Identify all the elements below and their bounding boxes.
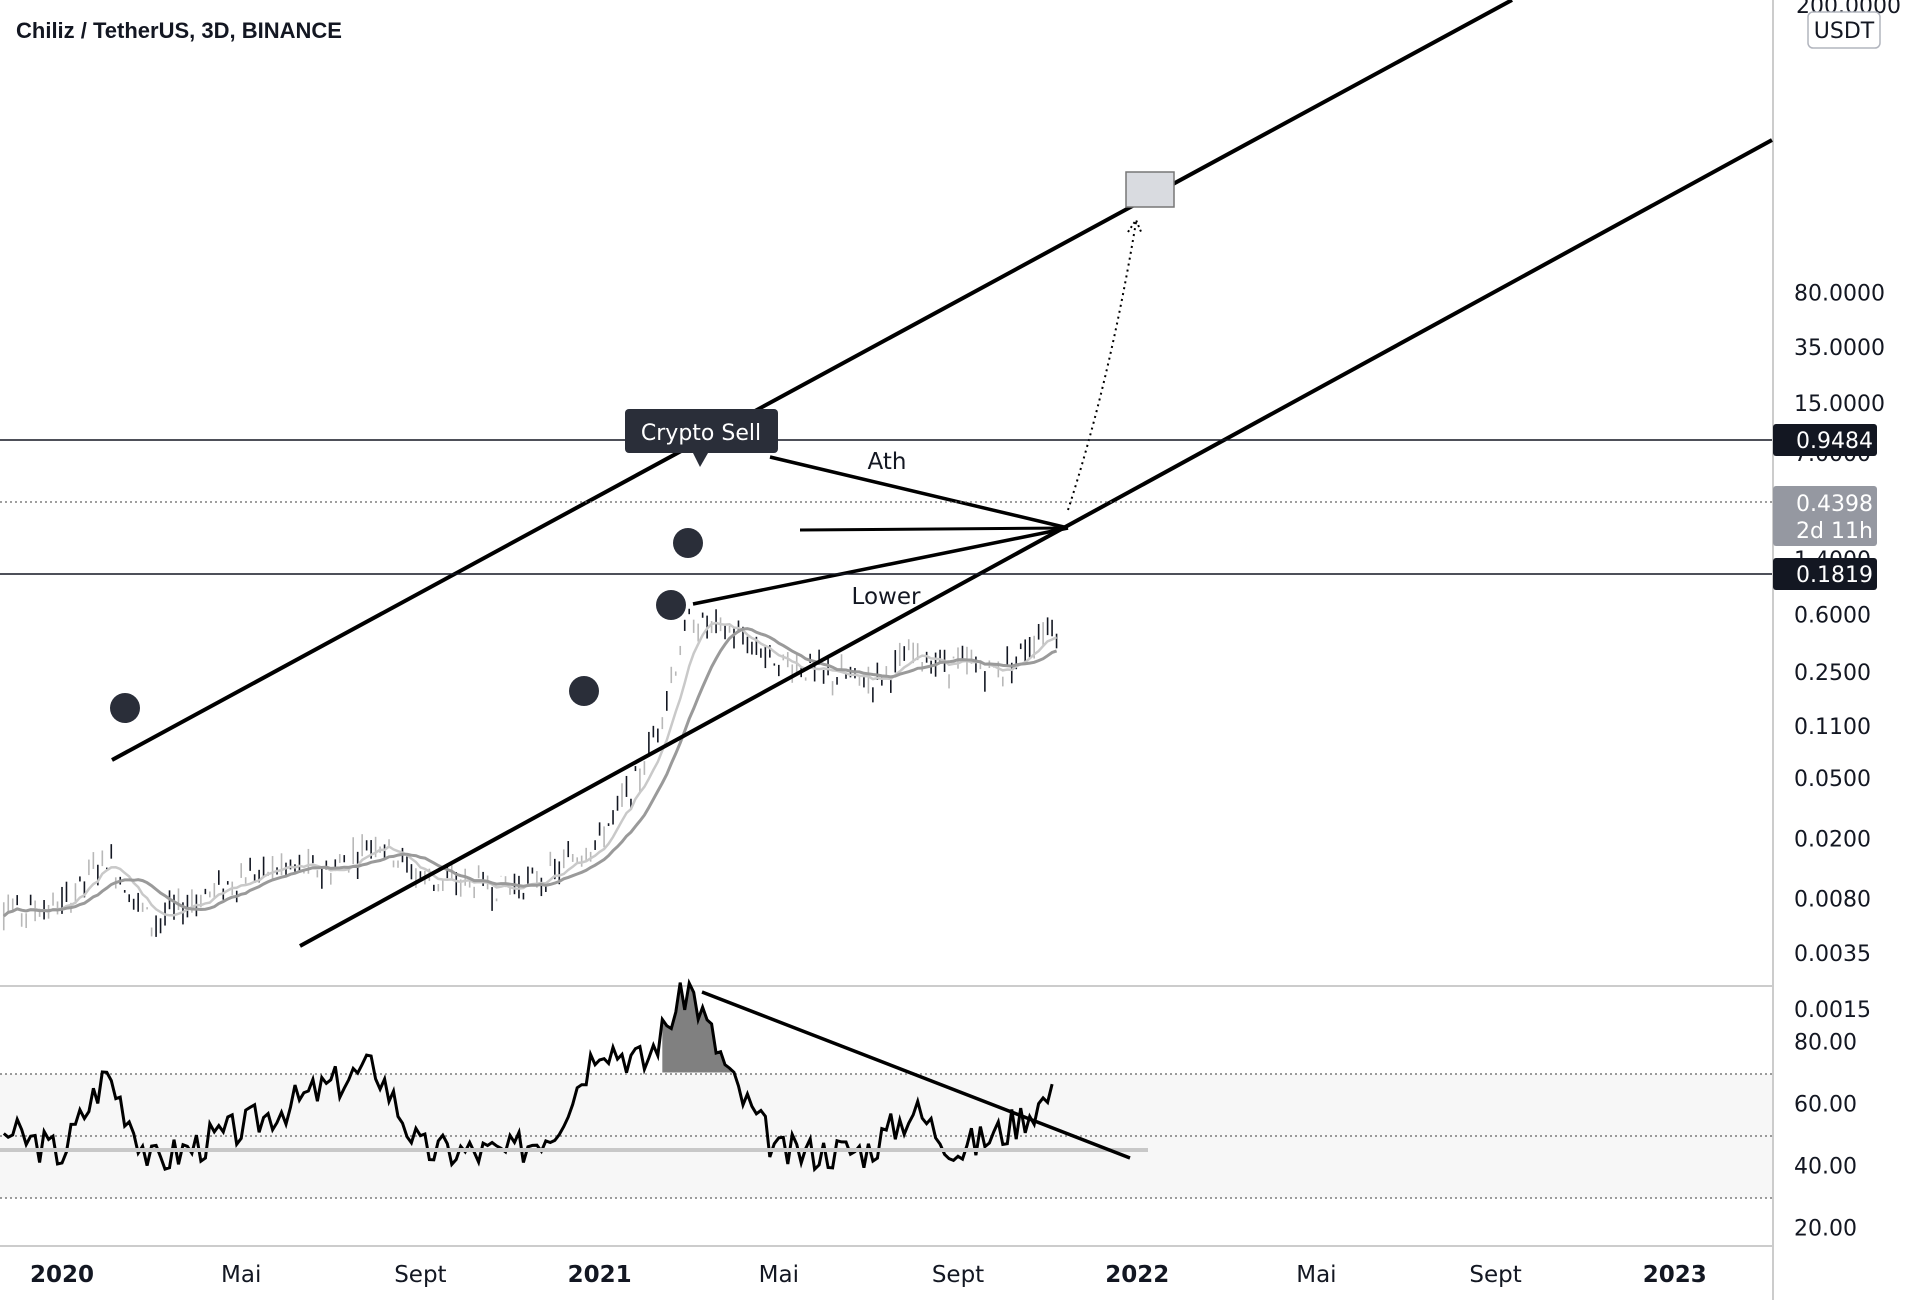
drawings[interactable]: [110, 0, 1773, 948]
time-axis-label: Mai: [1296, 1262, 1336, 1288]
signal-marker[interactable]: [656, 590, 686, 620]
target-box[interactable]: [1125, 171, 1175, 208]
resistance-tag: 0.9484: [1773, 424, 1877, 456]
rsi-line: [2, 978, 1054, 1173]
rsi-tick-label: 20.00: [1794, 1217, 1857, 1242]
current-price-text: 0.4398: [1796, 492, 1873, 517]
price-tick-label: 0.0200: [1794, 827, 1871, 852]
countdown-text: 2d 11h: [1796, 519, 1873, 544]
support-tag: 0.1819: [1773, 558, 1877, 590]
price-pane[interactable]: [0, 0, 1772, 985]
rsi-tick-label: 60.00: [1794, 1093, 1857, 1118]
time-axis[interactable]: 2020 Mai Sept 2021 Mai Sept 2022 Mai Sept 2023: [30, 1262, 1707, 1288]
time-axis-label: 2021: [568, 1262, 632, 1288]
moving-averages: [2, 621, 1058, 918]
signal-marker[interactable]: [110, 693, 140, 723]
crypto-sell-callout[interactable]: Crypto Sell: [625, 409, 778, 467]
time-axis-label: Mai: [221, 1262, 261, 1288]
current-price-tag: 0.4398 2d 11h: [1773, 486, 1877, 546]
triangle-upper-line[interactable]: [769, 455, 1069, 530]
time-axis-label: 2022: [1105, 1262, 1169, 1288]
price-tick-label: 0.0500: [1794, 767, 1871, 792]
price-tick-label: 15.0000: [1794, 392, 1885, 417]
currency-badge[interactable]: [1807, 11, 1881, 49]
resistance-tag-text: 0.9484: [1796, 429, 1873, 454]
projection-arrow[interactable]: [1067, 221, 1137, 511]
price-tick-label: 0.1100: [1794, 715, 1871, 740]
rsi-overbought-fill: [662, 982, 734, 1073]
chart-title: Chiliz / TetherUS, 3D, BINANCE: [16, 18, 342, 43]
channel-lower-line[interactable]: [299, 138, 1773, 948]
lower-label: Lower: [852, 584, 921, 610]
time-axis-label: 2020: [30, 1262, 94, 1288]
price-tick-label: 35.0000: [1794, 336, 1885, 361]
price-tick-label: 0.6000: [1794, 604, 1871, 629]
currency-label: USDT: [1814, 19, 1875, 44]
signal-marker[interactable]: [673, 528, 703, 558]
rsi-tick-label: 40.00: [1794, 1155, 1857, 1180]
callout-label: Crypto Sell: [641, 421, 761, 446]
channel-upper-line[interactable]: [111, 0, 1513, 762]
rsi-downtrend-line[interactable]: [701, 990, 1131, 1160]
support-tag-text: 0.1819: [1796, 563, 1873, 588]
ath-label: Ath: [868, 449, 907, 475]
price-tick-label: 80.0000: [1794, 282, 1885, 307]
time-axis-label: Mai: [759, 1262, 799, 1288]
time-axis-label: 2023: [1643, 1262, 1707, 1288]
rsi-tick-label: 80.00: [1794, 1031, 1857, 1056]
triangle-lower-line[interactable]: [692, 526, 1069, 606]
price-tick-label: 0.0015: [1794, 998, 1871, 1023]
signal-marker[interactable]: [569, 676, 599, 706]
price-tick-label: 0.2500: [1794, 661, 1871, 686]
rsi-axis[interactable]: 80.00 60.00 40.00 20.00: [1794, 1031, 1857, 1242]
price-tick-label: 0.0035: [1794, 942, 1871, 967]
ma-long-line: [2, 627, 1058, 918]
time-axis-label: Sept: [394, 1262, 446, 1288]
time-axis-label: Sept: [1469, 1262, 1521, 1288]
triangle-mid-line[interactable]: [799, 526, 1069, 532]
rsi-series: [0, 978, 1148, 1173]
price-tick-label: 0.0080: [1794, 888, 1871, 913]
time-axis-label: Sept: [932, 1262, 984, 1288]
